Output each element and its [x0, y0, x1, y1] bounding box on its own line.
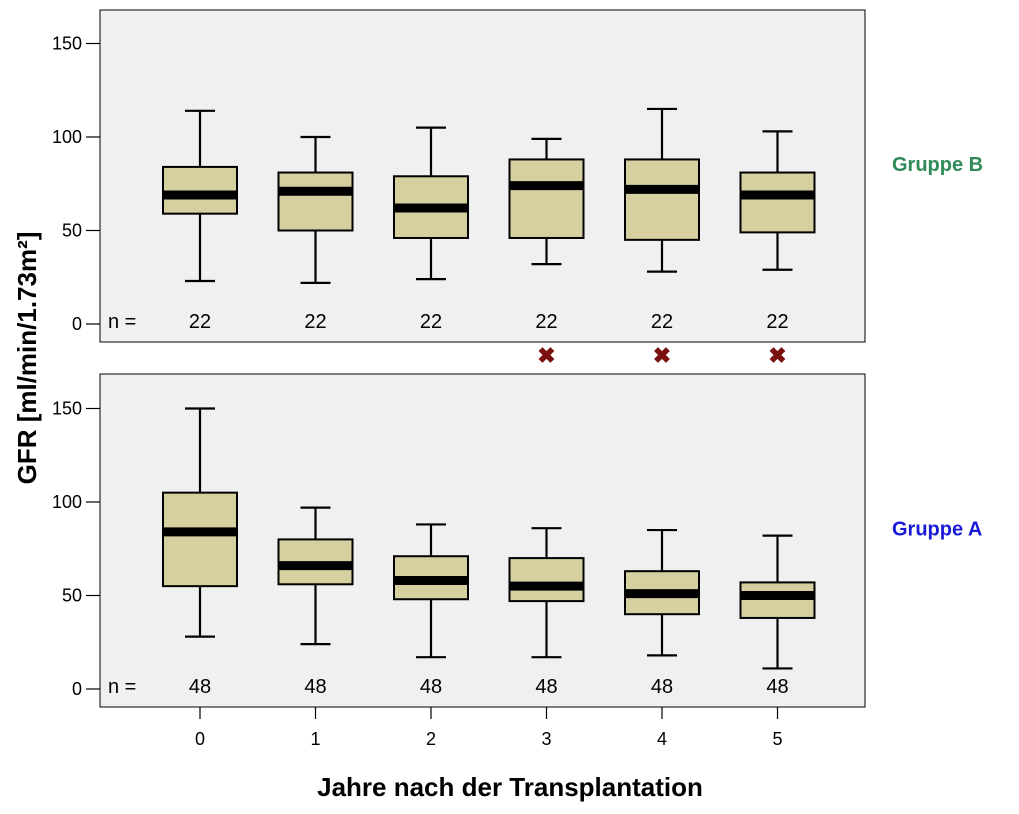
significance-marker: ✖ [537, 343, 555, 368]
box-iqr [508, 158, 585, 239]
x-tick-label: 4 [657, 729, 667, 749]
n-prefix-label: n = [108, 676, 136, 698]
n-prefix-label: n = [108, 311, 136, 333]
n-count-label: 22 [304, 311, 326, 333]
group-label: Gruppe A [892, 519, 982, 541]
y-tick-label: 0 [72, 679, 82, 699]
x-tick-label: 5 [772, 729, 782, 749]
n-count-label: 48 [304, 676, 326, 698]
n-count-label: 48 [420, 676, 442, 698]
y-tick-label: 50 [62, 586, 82, 606]
n-count-label: 48 [766, 676, 788, 698]
y-axis-title: GFR [ml/min/1.73m²] [12, 232, 42, 485]
significance-marker: ✖ [653, 343, 671, 368]
box-iqr [162, 491, 238, 588]
x-tick-label: 2 [426, 729, 436, 749]
x-axis-title: Jahre nach der Transplantation [317, 772, 703, 802]
y-tick-label: 100 [52, 492, 82, 512]
n-count-label: 22 [420, 311, 442, 333]
x-tick-label: 1 [310, 729, 320, 749]
group-label: Gruppe B [892, 154, 983, 176]
n-count-label: 48 [651, 676, 673, 698]
n-count-label: 22 [535, 311, 557, 333]
box-iqr [162, 165, 238, 215]
significance-marker: ✖ [768, 343, 786, 368]
box-iqr [277, 171, 354, 232]
x-tick-label: 3 [541, 729, 551, 749]
y-tick-label: 150 [52, 399, 82, 419]
n-count-label: 22 [651, 311, 673, 333]
y-tick-label: 100 [52, 127, 82, 147]
y-tick-label: 50 [62, 221, 82, 241]
box-iqr [508, 557, 585, 603]
n-count-label: 22 [766, 311, 788, 333]
box-iqr [624, 158, 700, 241]
n-count-label: 22 [189, 311, 211, 333]
box-iqr [739, 171, 816, 234]
x-tick-label: 0 [195, 729, 205, 749]
y-tick-label: 150 [52, 34, 82, 54]
n-count-label: 48 [535, 676, 557, 698]
box-iqr [739, 581, 816, 619]
y-tick-label: 0 [72, 314, 82, 334]
n-count-label: 48 [189, 676, 211, 698]
